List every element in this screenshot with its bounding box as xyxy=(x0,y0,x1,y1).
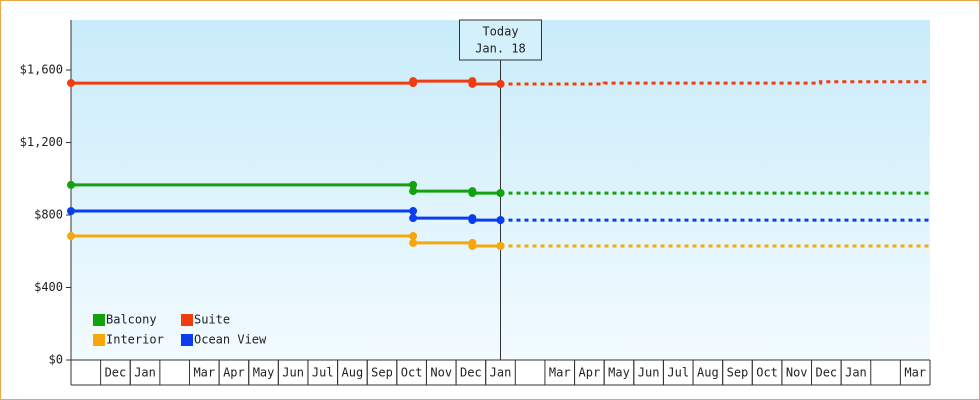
y-tick-label: $1,200 xyxy=(20,135,63,149)
x-tick-label: Apr xyxy=(223,366,245,380)
legend-label: Ocean View xyxy=(194,333,267,347)
point xyxy=(67,232,75,241)
point xyxy=(67,207,75,216)
history-line xyxy=(71,79,501,86)
y-tick-label: $400 xyxy=(34,280,63,294)
x-tick-label: Mar xyxy=(904,366,926,380)
x-tick-label: Nov xyxy=(786,366,808,380)
today-date: Jan. 18 xyxy=(475,42,526,56)
legend-label: Balcony xyxy=(106,313,157,327)
history-line xyxy=(71,183,501,195)
x-tick-label: Dec xyxy=(105,366,127,380)
x-tick-label: Jun xyxy=(638,366,660,380)
x-tick-label: May xyxy=(253,366,275,380)
x-tick-label: Apr xyxy=(579,366,601,380)
point xyxy=(496,189,505,198)
history-line xyxy=(71,209,501,222)
x-tick-label: May xyxy=(608,366,630,380)
point xyxy=(496,216,505,225)
point xyxy=(468,79,477,88)
legend-swatch xyxy=(181,314,193,326)
history-line xyxy=(71,234,501,248)
x-tick-label: Mar xyxy=(549,366,571,380)
point xyxy=(67,79,75,88)
y-tick-label: $800 xyxy=(34,208,63,222)
x-tick-label: Oct xyxy=(401,366,423,380)
y-tick-label: $0 xyxy=(49,353,63,367)
point xyxy=(67,180,75,189)
x-tick-label: Jul xyxy=(667,366,689,380)
point xyxy=(468,242,477,251)
x-tick-label: Jan xyxy=(845,366,867,380)
legend-swatch xyxy=(181,334,193,346)
x-tick-label: Aug xyxy=(697,366,719,380)
point xyxy=(409,214,418,223)
legend-label: Suite xyxy=(194,313,230,327)
legend-label: Interior xyxy=(106,333,164,347)
x-tick-label: Dec xyxy=(815,366,837,380)
x-tick-label: Mar xyxy=(193,366,215,380)
x-tick-label: Oct xyxy=(756,366,778,380)
today-label: Today xyxy=(482,25,518,39)
x-tick-label: Jun xyxy=(282,366,304,380)
y-tick-label: $1,600 xyxy=(20,63,63,77)
x-tick-label: Dec xyxy=(460,366,482,380)
x-tick-label: Jul xyxy=(312,366,334,380)
legend-swatch xyxy=(93,314,105,326)
point xyxy=(409,180,418,189)
legend-swatch xyxy=(93,334,105,346)
x-tick-label: Nov xyxy=(430,366,452,380)
point xyxy=(496,79,505,88)
x-tick-label: Sep xyxy=(371,366,393,380)
point xyxy=(409,238,418,247)
x-tick-label: Sep xyxy=(727,366,749,380)
point xyxy=(468,216,477,225)
point xyxy=(409,207,418,216)
x-tick-label: Jan xyxy=(134,366,156,380)
today-box xyxy=(459,19,542,61)
point xyxy=(409,187,418,196)
point xyxy=(409,77,418,86)
x-tick-label: Aug xyxy=(342,366,364,380)
point xyxy=(496,242,505,251)
x-tick-label: Jan xyxy=(490,366,512,380)
point xyxy=(409,232,418,241)
point xyxy=(468,189,477,198)
